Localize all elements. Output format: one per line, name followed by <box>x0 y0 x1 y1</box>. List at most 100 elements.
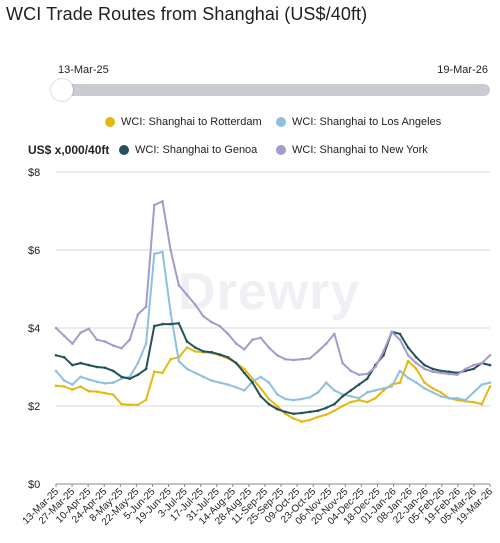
legend-item-los-angeles[interactable]: WCI: Shanghai to Los Angeles <box>276 116 441 128</box>
data-point <box>54 354 58 357</box>
data-point <box>357 383 361 386</box>
data-point <box>300 357 304 361</box>
data-point <box>185 340 189 343</box>
legend-dot-icon <box>276 145 286 155</box>
data-point <box>226 356 230 359</box>
data-point <box>112 381 115 384</box>
data-point <box>341 404 344 408</box>
data-point <box>62 356 66 359</box>
data-point <box>333 409 336 413</box>
data-point <box>136 313 140 316</box>
data-point <box>128 338 131 342</box>
data-point <box>349 395 353 398</box>
date-range-slider[interactable] <box>54 84 490 96</box>
data-point <box>153 203 156 207</box>
data-point <box>71 363 74 367</box>
y-tick-label: $2 <box>28 401 40 413</box>
data-point <box>153 252 156 256</box>
data-point <box>292 398 295 402</box>
data-point <box>259 387 263 390</box>
legend-item-genoa[interactable]: WCI: Shanghai to Genoa <box>119 144 257 156</box>
data-point <box>390 385 394 388</box>
data-point <box>112 344 115 347</box>
data-point <box>284 357 287 361</box>
data-point <box>374 396 377 400</box>
data-point <box>267 346 271 349</box>
data-point <box>447 370 451 374</box>
data-point <box>144 342 148 345</box>
data-point <box>120 377 123 381</box>
data-point <box>275 354 279 357</box>
data-point <box>153 324 156 328</box>
data-point <box>308 357 312 360</box>
data-point <box>488 354 492 357</box>
data-point <box>349 369 353 373</box>
data-point <box>251 338 254 342</box>
data-point <box>144 398 148 402</box>
legend-item-new-york[interactable]: WCI: Shanghai to New York <box>276 144 428 156</box>
data-point <box>431 367 435 371</box>
data-point <box>202 375 205 379</box>
data-point <box>333 402 336 406</box>
data-point <box>54 369 58 373</box>
data-point <box>267 397 271 401</box>
data-point <box>382 389 385 392</box>
drewry-watermark: Drewry <box>178 263 361 321</box>
data-point <box>120 402 123 406</box>
data-point <box>267 402 271 406</box>
data-point <box>357 396 361 400</box>
range-start-label: 13-Mar-25 <box>58 64 109 76</box>
data-point <box>259 336 263 340</box>
data-point <box>284 397 287 401</box>
data-point <box>218 353 222 356</box>
data-point <box>193 371 197 375</box>
data-point <box>398 332 402 336</box>
data-point <box>357 373 361 377</box>
data-point <box>316 350 320 353</box>
data-point <box>423 387 426 390</box>
data-point <box>185 293 189 297</box>
data-point <box>136 403 140 407</box>
data-point <box>284 410 287 414</box>
data-point <box>103 366 107 370</box>
legend-label: WCI: Shanghai to Genoa <box>135 144 258 156</box>
data-point <box>103 391 107 395</box>
data-point <box>87 389 91 393</box>
data-point <box>62 379 66 382</box>
data-point <box>177 283 181 287</box>
data-point <box>480 383 484 386</box>
data-point <box>365 372 369 376</box>
legend-item-rotterdam[interactable]: WCI: Shanghai to Rotterdam <box>105 116 262 128</box>
data-point <box>308 396 312 399</box>
data-point <box>292 358 295 362</box>
data-point <box>226 383 230 386</box>
data-point <box>472 400 475 404</box>
data-point <box>324 381 328 384</box>
data-point <box>95 338 99 342</box>
data-point <box>324 413 328 416</box>
data-point <box>423 367 426 371</box>
data-point <box>226 332 230 336</box>
data-point <box>472 367 475 371</box>
data-point <box>177 322 181 325</box>
data-point <box>431 391 435 394</box>
data-point <box>87 327 91 331</box>
data-point <box>259 395 263 398</box>
data-point <box>62 385 66 388</box>
data-point <box>169 248 172 252</box>
data-point <box>112 369 115 373</box>
chart-title: WCI Trade Routes from Shanghai (US$/40ft… <box>6 4 368 24</box>
data-point <box>79 331 82 335</box>
data-point <box>406 359 410 363</box>
data-point <box>308 418 312 422</box>
legend-dot-icon <box>119 145 129 155</box>
data-point <box>488 363 492 367</box>
data-point <box>488 385 492 388</box>
data-point <box>71 383 74 386</box>
slider-handle[interactable] <box>51 79 73 101</box>
data-point <box>374 365 377 369</box>
data-point <box>488 381 492 384</box>
data-point <box>292 417 295 420</box>
data-point <box>439 369 443 373</box>
